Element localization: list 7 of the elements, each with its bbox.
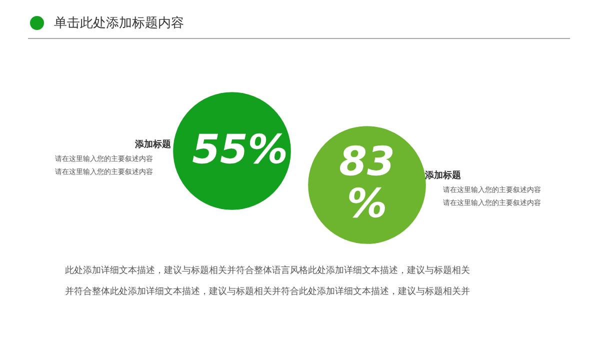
text: 此处添加详细文本描述，建议与标题相关并符合整体语言风格此处添加详细文本描述，建议与标题相关 [65, 265, 470, 276]
category-label: 添加标题 [134, 139, 171, 150]
data-label: 55% [192, 127, 288, 173]
text: 并符合整体此处添加详细文本描述，建议与标题相关并符合此处添加详细文本描述，建议与标题相关并 [65, 286, 470, 297]
data-label: 83% [339, 139, 395, 227]
text: 单击此处添加标题内容 [54, 15, 184, 32]
category-label: 添加标题 [424, 170, 461, 181]
